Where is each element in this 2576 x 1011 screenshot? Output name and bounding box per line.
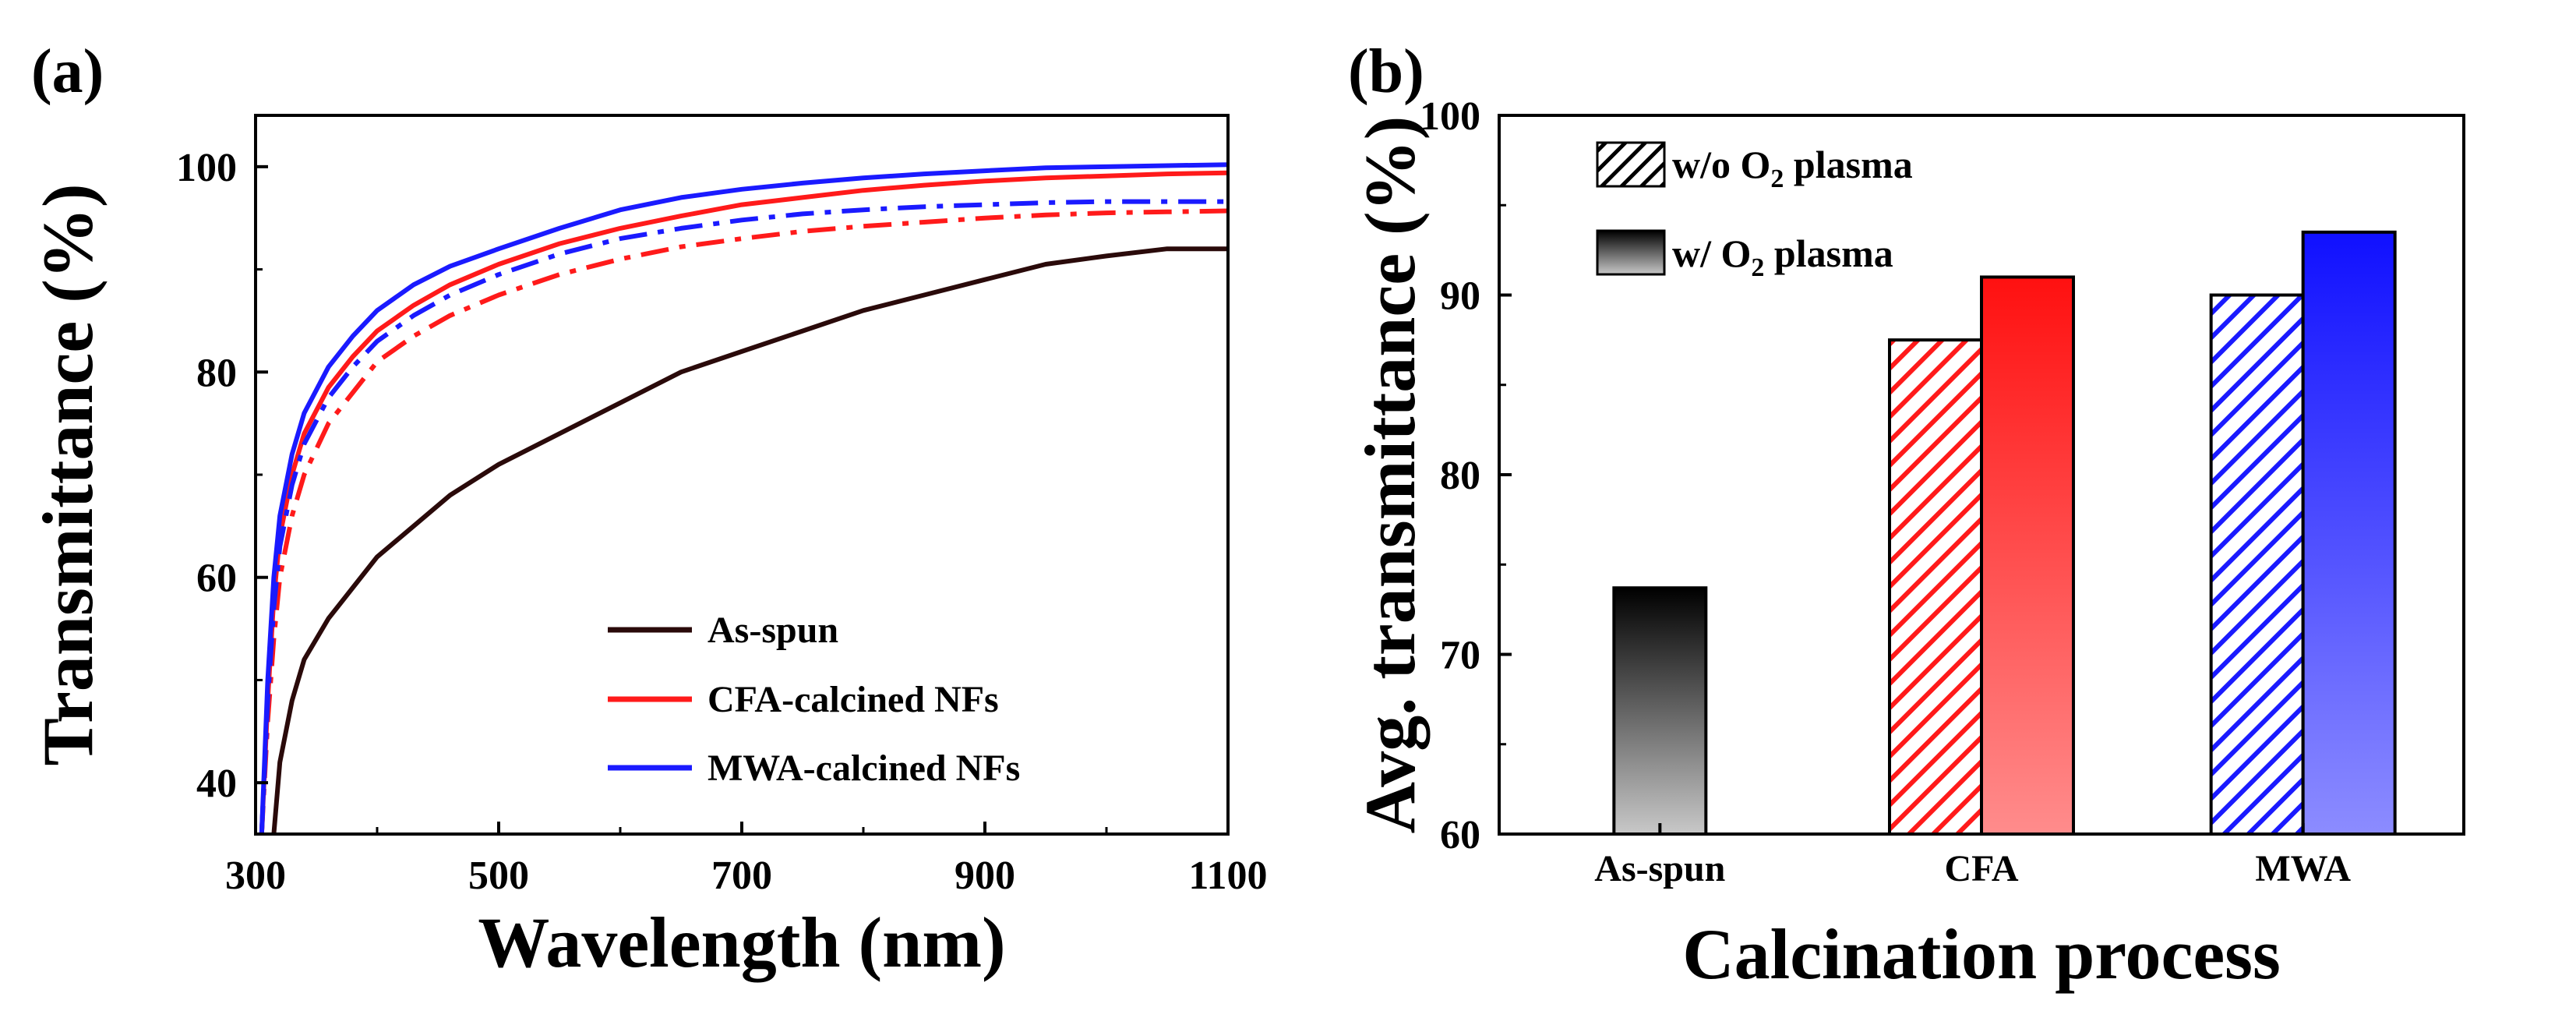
legend-label-cfa: CFA-calcined NFs	[708, 679, 999, 720]
x-tick-label: 300	[225, 854, 286, 898]
y-tick-label: 90	[1440, 274, 1480, 319]
panel-a-legend: As-spun CFA-calcined NFs MWA-calcined NF…	[608, 610, 1020, 789]
panel-a-plot	[259, 162, 1229, 835]
bar-cfa-w-plasma	[1980, 275, 2075, 836]
bar-cfa-wo-plasma	[1888, 338, 1983, 836]
panel-a-x-axis-title: Wavelength (nm)	[478, 903, 1005, 982]
bar-as-spun-w-plasma	[1612, 586, 1708, 836]
legend-label-w-plasma: w/ O2 plasma	[1672, 232, 1893, 282]
x-tick-label: 500	[468, 854, 529, 898]
legend-swatch-gradient	[1596, 229, 1666, 276]
category-label: CFA	[1944, 848, 2018, 889]
legend-label-as-spun: As-spun	[708, 610, 838, 651]
y-tick-label: 100	[1420, 94, 1480, 139]
series-line-3	[259, 199, 1228, 835]
panel-a-frame	[254, 114, 1230, 836]
panel-a-label: (a)	[31, 37, 104, 106]
y-tick-label: 70	[1440, 634, 1480, 678]
x-tick-label: 700	[711, 854, 772, 898]
series-line-2	[259, 170, 1229, 835]
panel-b-ticks: As-spun CFA MWA 60 70 80 90 100	[1420, 94, 2351, 889]
legend-swatch-hatched	[1596, 141, 1666, 188]
y-tick-label: 80	[196, 351, 237, 395]
panel-a-y-axis-title: Transmittance (%)	[28, 184, 108, 766]
legend-label-mwa: MWA-calcined NFs	[708, 748, 1020, 789]
panel-a: (a) 300 500 700 900 1100 40 60 80 100 Wavelength…	[28, 37, 1268, 982]
panel-b: (b) As-spun CFA MWA 60 70 80 90 100 Calcination…	[1348, 37, 2465, 994]
category-label: As-spun	[1594, 848, 1725, 889]
y-tick-label: 80	[1440, 454, 1480, 498]
panel-a-ticks: 300 500 700 900 1100 40 60 80 100	[176, 146, 1268, 898]
x-tick-label: 1100	[1188, 854, 1267, 898]
category-label: MWA	[2255, 848, 2351, 889]
series-line-0	[271, 246, 1228, 835]
panel-b-x-axis-title: Calcination process	[1682, 914, 2281, 994]
panel-b-plot	[1612, 230, 2397, 836]
y-tick-label: 100	[176, 146, 237, 190]
legend-label-wo-plasma: w/o O2 plasma	[1672, 143, 1913, 193]
y-tick-label: 60	[196, 557, 237, 601]
bar-mwa-wo-plasma	[2209, 293, 2305, 836]
x-tick-label: 900	[955, 854, 1015, 898]
y-tick-label: 40	[196, 762, 237, 806]
panel-b-label: (b)	[1348, 37, 1424, 106]
panel-b-y-axis-title: Avg. transmittance (%)	[1350, 116, 1430, 834]
panel-b-legend: w/o O2 plasma w/ O2 plasma	[1596, 141, 1913, 282]
series-line-4	[259, 162, 1229, 835]
series-line-1	[259, 208, 1229, 835]
y-tick-label: 60	[1440, 813, 1480, 857]
bar-mwa-w-plasma	[2301, 230, 2397, 836]
